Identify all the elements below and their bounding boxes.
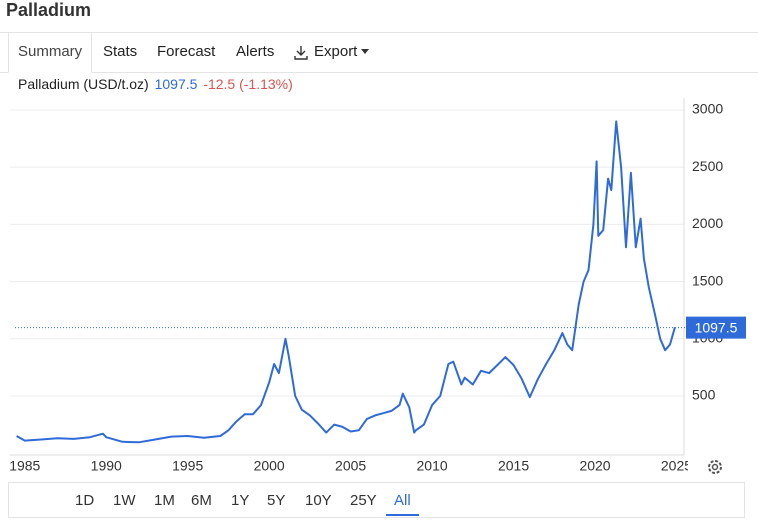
y-tick-label: 2500: [692, 158, 723, 174]
range-bar: 1D 1W 1M 6M 1Y 5Y 10Y 25Y All: [8, 482, 745, 518]
y-tick-label: 2000: [692, 215, 723, 231]
range-button[interactable]: 10Y: [305, 492, 332, 509]
y-tick-label: 3000: [692, 101, 723, 117]
range-button[interactable]: 1D: [75, 492, 95, 509]
tab[interactable]: Summary: [18, 43, 83, 60]
legend-change: -12.5 (-1.13%): [203, 76, 293, 92]
tab-bar: Summary Stats Forecast Alerts Export: [0, 32, 758, 73]
range-button[interactable]: 1M: [154, 492, 175, 509]
x-tick-label: 2015: [498, 458, 529, 474]
range-button[interactable]: All: [386, 492, 419, 516]
legend-name: Palladium (USD/t.oz): [18, 76, 149, 92]
x-ticks: 1985 1990 1995 2000 2005 2010 2015 2020 2025: [9, 458, 692, 474]
price-line: [16, 120, 676, 444]
page-title: Palladium: [6, 0, 92, 20]
range-button[interactable]: 6M: [191, 492, 212, 509]
tab[interactable]: Stats: [103, 43, 138, 60]
settings-icon[interactable]: [708, 460, 722, 474]
x-tick-label: 2010: [417, 458, 448, 474]
x-tick-label: 1990: [91, 458, 122, 474]
x-tick-label: 2000: [254, 458, 285, 474]
tab-selected-box: [8, 32, 92, 73]
last-value-label: 1097.5: [695, 319, 738, 335]
x-tick-label: 2005: [335, 458, 366, 474]
caret-icon: [361, 49, 369, 54]
x-tick-label: 2025: [661, 458, 692, 474]
range-button[interactable]: 25Y: [350, 492, 377, 509]
x-tick-label: 2020: [579, 458, 610, 474]
range-button[interactable]: 1W: [113, 492, 136, 509]
range-button[interactable]: 1Y: [231, 492, 250, 509]
tab[interactable]: Export: [314, 43, 358, 60]
legend: Palladium (USD/t.oz) 1097.5 -12.5 (-1.13…: [18, 76, 293, 92]
y-tick-label: 1500: [692, 272, 723, 288]
x-tick-label: 1985: [9, 458, 40, 474]
range-button[interactable]: 5Y: [267, 492, 286, 509]
y-tick-label: 500: [692, 387, 716, 403]
x-tick-label: 1995: [172, 458, 203, 474]
tab[interactable]: Alerts: [236, 43, 275, 60]
download-icon: [294, 46, 308, 60]
last-value-box: [686, 316, 746, 339]
legend-value: 1097.5: [154, 76, 198, 92]
tab[interactable]: Forecast: [157, 43, 216, 60]
